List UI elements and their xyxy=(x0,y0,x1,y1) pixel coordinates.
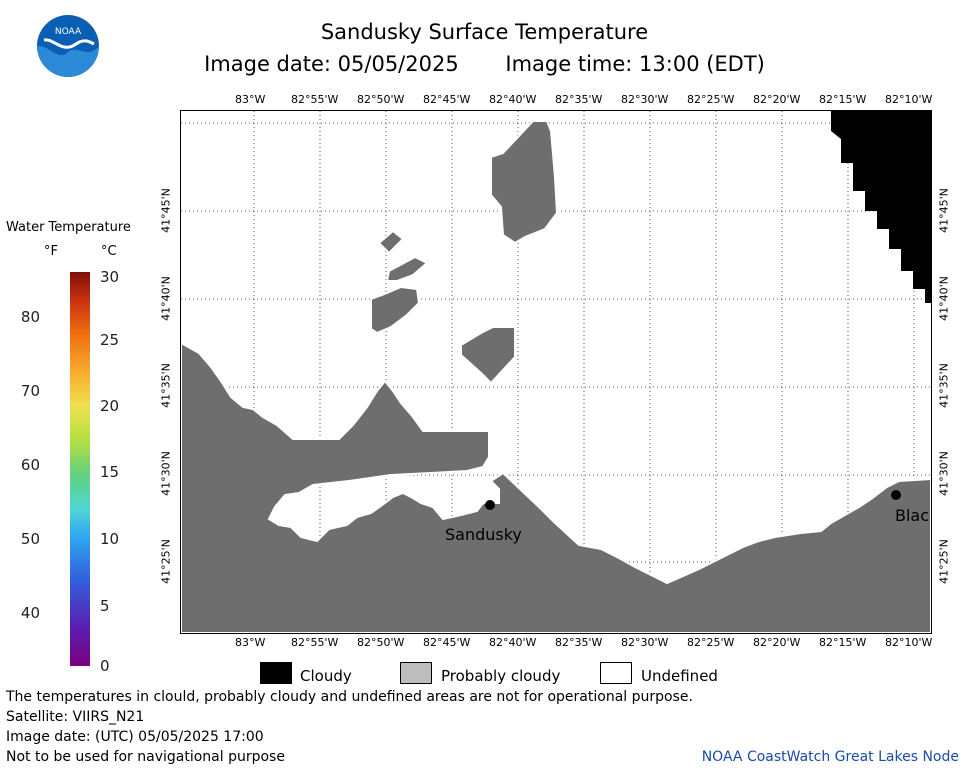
utc-date-text: Image date: (UTC) 05/05/2025 17:00 xyxy=(6,729,264,745)
scale-title: Water Temperature xyxy=(6,220,131,235)
c-tick: 20 xyxy=(100,397,120,415)
lon-label-bottom: 82°40'W xyxy=(489,636,537,649)
c-tick: 15 xyxy=(100,463,120,481)
lat-label-left: 41°25'N xyxy=(159,539,173,584)
lon-label-top: 82°10'W xyxy=(885,93,933,106)
noaa-logo: NOAA xyxy=(36,14,100,78)
lon-label-top: 82°30'W xyxy=(621,93,669,106)
lon-label-bottom: 82°55'W xyxy=(291,636,339,649)
f-tick: 60 xyxy=(20,456,40,474)
land-island-tiny xyxy=(377,229,405,255)
satellite-text: Satellite: VIIRS_N21 xyxy=(6,709,145,725)
lon-label-top: 82°50'W xyxy=(357,93,405,106)
lat-label-right: 41°25'N xyxy=(937,539,951,584)
lat-label-left: 41°35'N xyxy=(159,363,173,408)
lon-label-bottom: 82°45'W xyxy=(423,636,471,649)
legend-label-undefined: Undefined xyxy=(641,667,718,685)
disclaimer-text: The temperatures in clould, probably clo… xyxy=(6,689,693,705)
lon-label-bottom: 82°15'W xyxy=(819,636,867,649)
lon-label-top: 82°15'W xyxy=(819,93,867,106)
land-island-small xyxy=(385,255,429,282)
legend-label-probably-cloudy: Probably cloudy xyxy=(441,667,561,685)
image-time: Image time: 13:00 (EDT) xyxy=(505,52,765,76)
lon-label-top: 83°W xyxy=(235,93,266,106)
place-label-sandusky: Sandusky xyxy=(445,525,522,544)
c-tick: 25 xyxy=(100,331,120,349)
legend-swatch-cloudy xyxy=(260,662,292,684)
lon-label-top: 82°55'W xyxy=(291,93,339,106)
land-mainland xyxy=(181,341,931,633)
lat-label-left: 41°45'N xyxy=(159,188,173,233)
navigation-warning: Not to be used for navigational purpose xyxy=(6,749,285,765)
lon-label-top: 82°20'W xyxy=(753,93,801,106)
blac-marker[interactable] xyxy=(891,490,901,500)
unit-celsius: °C xyxy=(101,244,117,259)
map-panel[interactable] xyxy=(180,110,932,634)
cloudy-region xyxy=(831,111,931,303)
logo-text: NOAA xyxy=(55,27,82,37)
temperature-colorbar xyxy=(70,272,90,666)
c-tick: 0 xyxy=(100,657,110,675)
land-island-bass xyxy=(460,326,516,385)
legend-swatch-undefined xyxy=(600,662,632,684)
lon-label-top: 82°45'W xyxy=(423,93,471,106)
f-tick: 50 xyxy=(20,530,40,548)
place-label-blac: Blac xyxy=(895,506,930,525)
legend-swatch-probably-cloudy xyxy=(400,662,432,684)
lon-label-top: 82°35'W xyxy=(555,93,603,106)
c-tick: 30 xyxy=(100,268,120,286)
lon-label-top: 82°25'W xyxy=(687,93,735,106)
lon-label-bottom: 82°35'W xyxy=(555,636,603,649)
image-date: Image date: 05/05/2025 xyxy=(204,52,459,76)
f-tick: 70 xyxy=(20,382,40,400)
lon-label-bottom: 82°50'W xyxy=(357,636,405,649)
f-tick: 80 xyxy=(20,308,40,326)
lat-label-right: 41°30'N xyxy=(937,451,951,496)
image-datetime: Image date: 05/05/2025 Image time: 13:00… xyxy=(0,52,969,76)
page-title: Sandusky Surface Temperature xyxy=(320,20,649,44)
lat-label-right: 41°40'N xyxy=(937,276,951,321)
c-tick: 10 xyxy=(100,530,120,548)
lon-label-bottom: 82°20'W xyxy=(753,636,801,649)
legend-label-cloudy: Cloudy xyxy=(300,667,352,685)
lon-label-bottom: 83°W xyxy=(235,636,266,649)
lon-label-bottom: 82°10'W xyxy=(885,636,933,649)
map-canvas xyxy=(181,111,931,633)
lat-label-right: 41°45'N xyxy=(937,188,951,233)
lon-label-bottom: 82°30'W xyxy=(621,636,669,649)
credit-link[interactable]: NOAA CoastWatch Great Lakes Node xyxy=(701,749,959,765)
unit-fahrenheit: °F xyxy=(44,244,58,259)
lon-label-bottom: 82°25'W xyxy=(687,636,735,649)
lon-label-top: 82°40'W xyxy=(489,93,537,106)
sandusky-marker[interactable] xyxy=(485,500,495,510)
c-tick: 5 xyxy=(100,597,110,615)
lat-label-left: 41°30'N xyxy=(159,451,173,496)
land-island-kelleys xyxy=(370,285,421,335)
land-island-north xyxy=(490,120,559,245)
f-tick: 40 xyxy=(20,604,40,622)
lat-label-right: 41°35'N xyxy=(937,363,951,408)
lat-label-left: 41°40'N xyxy=(159,276,173,321)
